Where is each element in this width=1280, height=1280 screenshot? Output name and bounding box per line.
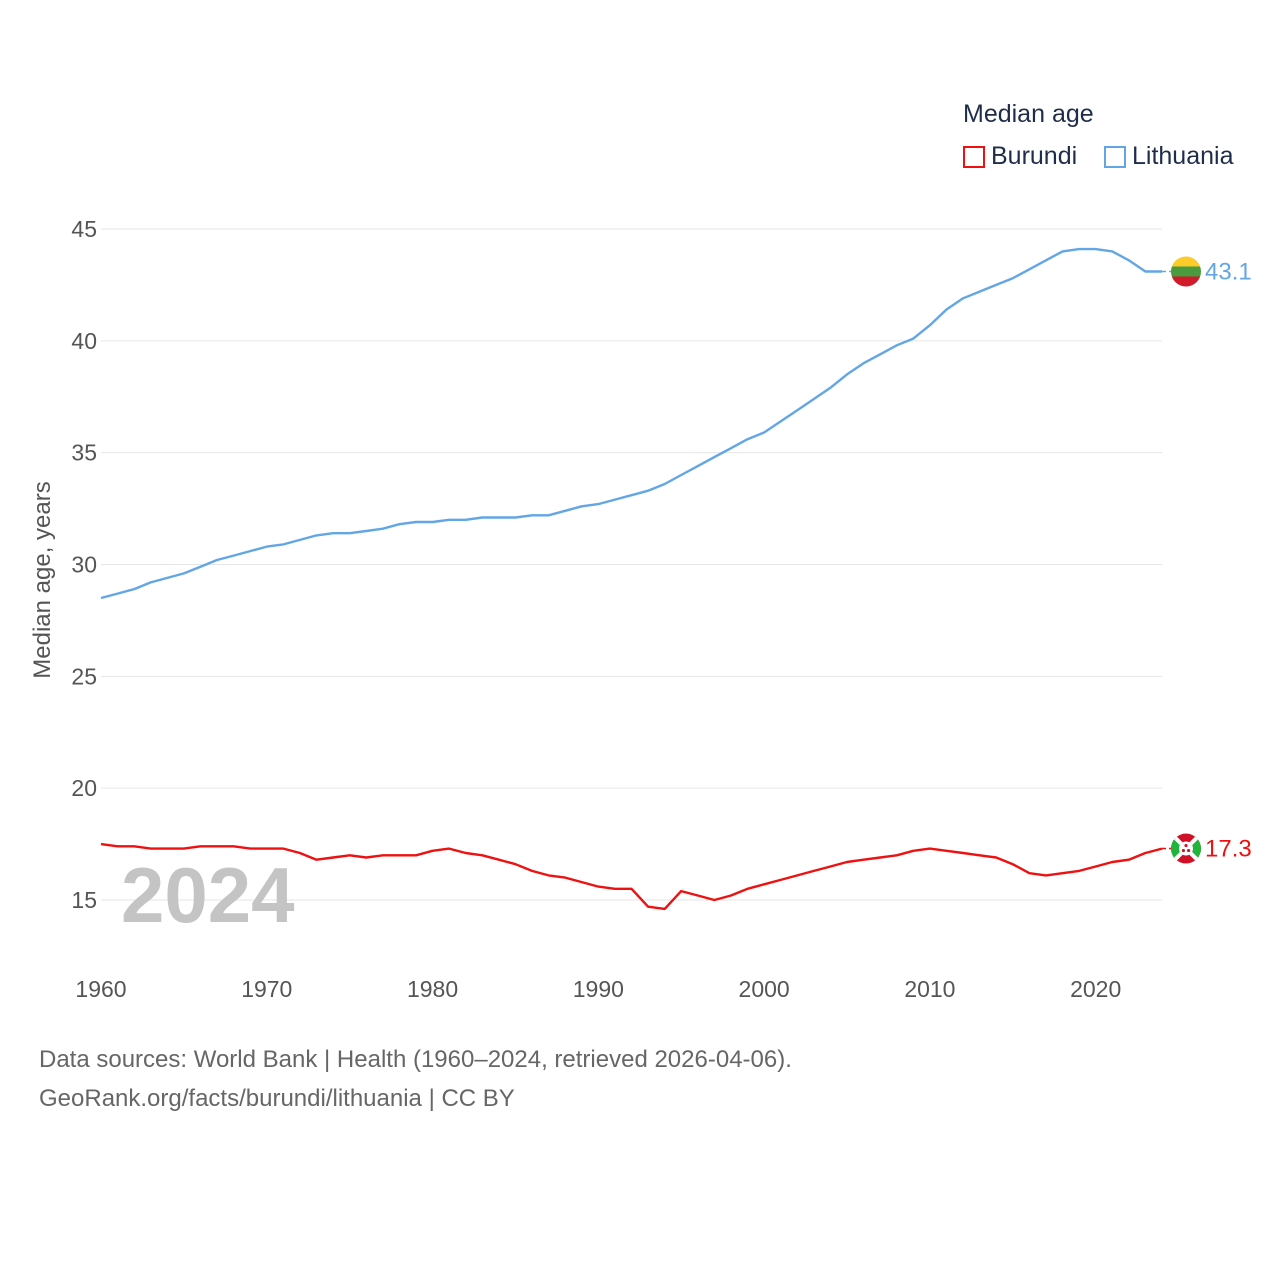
x-tick-label: 1960 bbox=[75, 976, 126, 1002]
x-tick-label: 1980 bbox=[407, 976, 458, 1002]
x-tick-label: 1970 bbox=[241, 976, 292, 1002]
end-label-burundi: 17.3 bbox=[1205, 836, 1252, 863]
y-axis-ticks: 15 20 25 30 35 40 45 bbox=[71, 216, 97, 913]
series-line-burundi bbox=[100, 842, 1163, 911]
flag-lithuania-icon bbox=[1171, 256, 1201, 287]
x-tick-label: 2010 bbox=[904, 976, 955, 1002]
y-tick-label: 40 bbox=[71, 328, 97, 354]
y-tick-label: 15 bbox=[71, 887, 97, 913]
legend-item-lithuania[interactable]: Lithuania bbox=[1104, 142, 1233, 171]
y-tick-label: 35 bbox=[71, 440, 97, 466]
x-tick-label: 2020 bbox=[1070, 976, 1121, 1002]
license-line[interactable]: GeoRank.org/facts/burundi/lithuania | CC… bbox=[39, 1085, 515, 1112]
legend-label-lithuania: Lithuania bbox=[1132, 142, 1234, 170]
x-axis-ticks: 1960 1970 1980 1990 2000 2010 2020 bbox=[75, 976, 1121, 1002]
end-label-lithuania: 43.1 bbox=[1205, 258, 1252, 285]
end-markers: 43.1 17.3 bbox=[1162, 256, 1252, 864]
legend-swatch-lithuania bbox=[1104, 145, 1126, 168]
flag-burundi-icon bbox=[1171, 833, 1201, 864]
y-tick-label: 30 bbox=[71, 552, 97, 578]
y-tick-label: 20 bbox=[71, 775, 97, 801]
x-tick-label: 2000 bbox=[739, 976, 790, 1002]
legend-label-burundi: Burundi bbox=[991, 142, 1078, 170]
source-line: Data sources: World Bank | Health (1960–… bbox=[39, 1046, 792, 1073]
legend-swatch-burundi bbox=[963, 145, 985, 168]
y-tick-label: 45 bbox=[71, 216, 97, 242]
legend-item-burundi[interactable]: Burundi bbox=[963, 142, 1077, 171]
year-label: 2024 bbox=[121, 851, 295, 939]
x-tick-label: 1990 bbox=[573, 976, 624, 1002]
y-tick-label: 25 bbox=[71, 663, 97, 689]
gridlines bbox=[101, 228, 1162, 901]
series-line-lithuania bbox=[100, 247, 1162, 600]
y-axis-label: Median age, years bbox=[29, 481, 56, 678]
series-lines bbox=[100, 247, 1163, 911]
legend-title: Median age bbox=[963, 100, 1094, 128]
